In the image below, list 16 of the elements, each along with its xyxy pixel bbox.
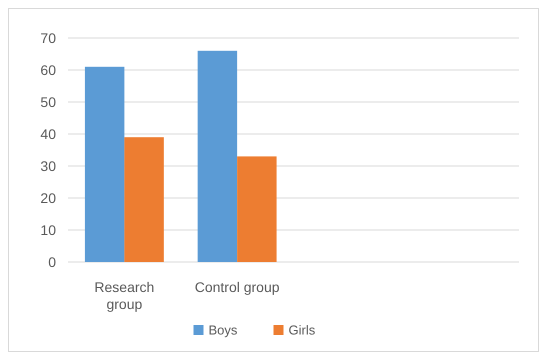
y-tick-label: 70	[40, 30, 56, 46]
y-tick-label: 20	[40, 190, 56, 206]
y-tick-label: 50	[40, 94, 56, 110]
y-tick-label: 40	[40, 126, 56, 142]
bar	[84, 66, 124, 262]
x-tick-label: Research group	[94, 279, 154, 312]
y-tick-label: 10	[40, 222, 56, 238]
bar	[198, 50, 238, 262]
legend-label: Girls	[288, 322, 316, 338]
x-tick-label: Control group	[194, 279, 280, 295]
bar	[124, 137, 164, 262]
y-tick-label: 30	[40, 158, 56, 174]
y-tick-label: 60	[40, 62, 56, 78]
legend-label: Boys	[208, 322, 238, 338]
y-tick-label: 0	[48, 254, 56, 270]
bar	[237, 156, 277, 262]
